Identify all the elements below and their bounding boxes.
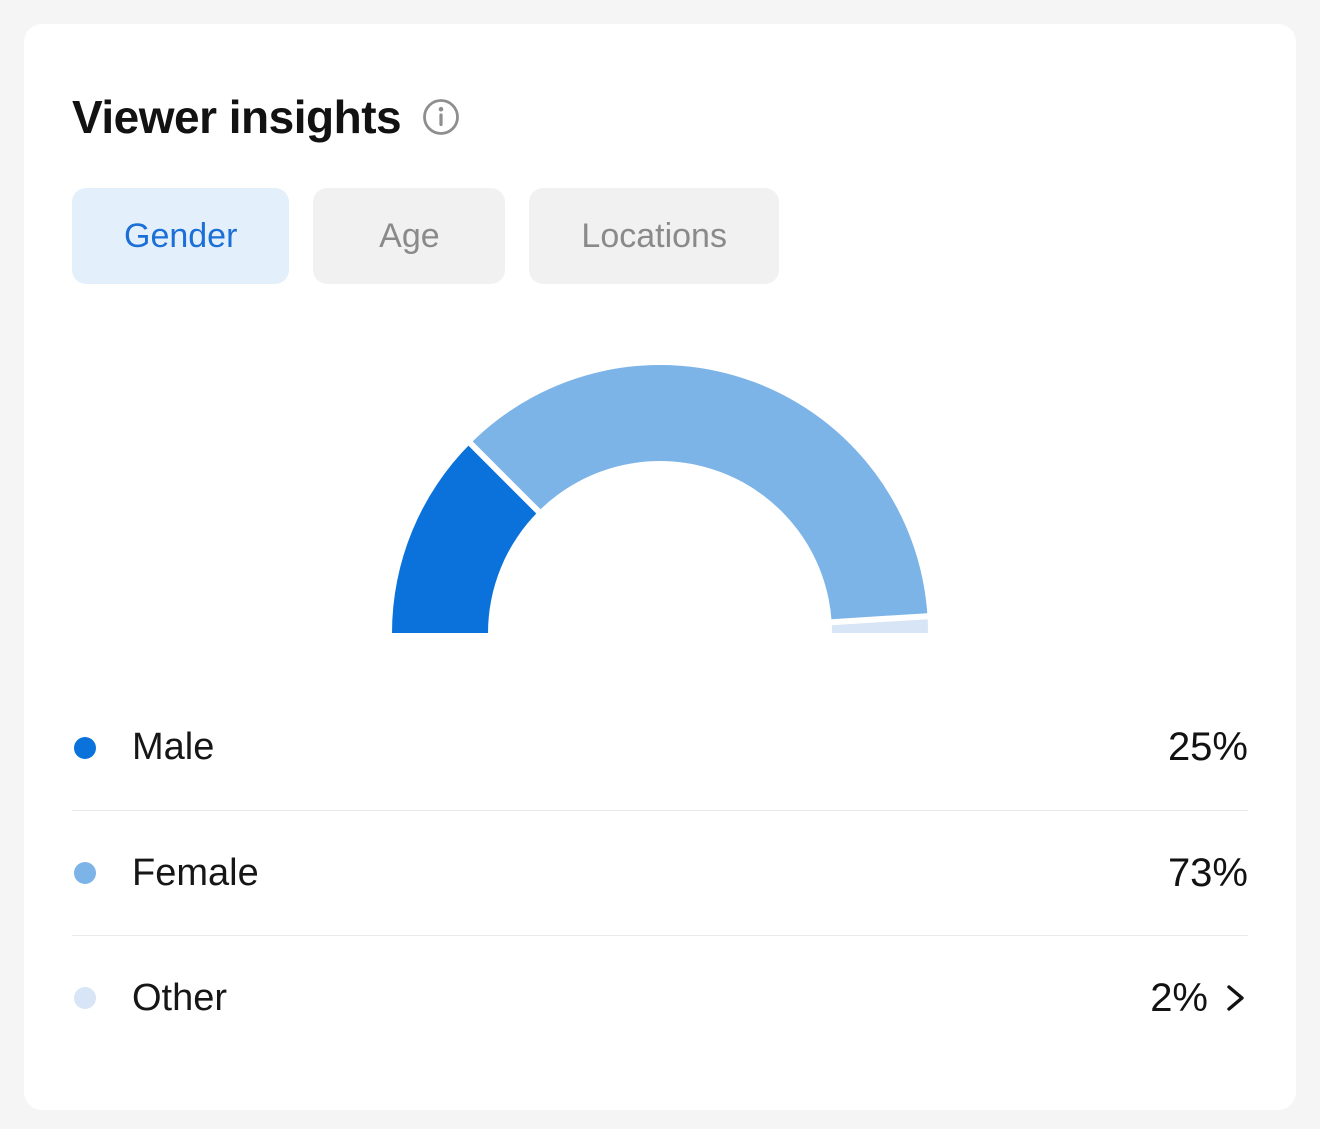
other-color-dot [74, 987, 96, 1009]
segment-gap [823, 612, 936, 626]
female-color-dot [74, 862, 96, 884]
male-color-dot [74, 736, 96, 759]
legend-row-male[interactable]: Male 25% [72, 685, 1248, 810]
legend-value-male: 25% [1167, 725, 1248, 769]
card-header: Viewer insights [72, 90, 1248, 144]
legend-value-female: 73% [1167, 850, 1248, 895]
tab-locations[interactable]: Locations [529, 188, 779, 284]
legend-label-female: Female [132, 851, 259, 894]
page-title: Viewer insights [72, 91, 402, 143]
legend-row-other[interactable]: Other 2% [72, 935, 1248, 1060]
chart-segment-female [470, 364, 928, 623]
tab-age[interactable]: Age [313, 188, 506, 284]
info-icon[interactable] [421, 97, 461, 137]
legend-label-other: Other [132, 976, 228, 1019]
legend-value-other: 2% [1150, 975, 1208, 1020]
viewer-insights-tabs: Gender Age Locations [72, 188, 1248, 284]
legend-label-male: Male [132, 726, 215, 768]
legend-row-female[interactable]: Female 73% [72, 810, 1248, 935]
tab-gender[interactable]: Gender [72, 188, 290, 284]
chart-segment-male [392, 443, 539, 633]
chart-area [72, 361, 1248, 635]
legend-list: Male 25% Female 73% Other 2% [72, 685, 1248, 1060]
segment-gap [462, 435, 547, 520]
chevron-right-icon [1224, 982, 1248, 1014]
gender-donut-chart [392, 364, 936, 633]
viewer-insights-card: Viewer insights Gender Age Locations Mal… [24, 24, 1296, 1110]
